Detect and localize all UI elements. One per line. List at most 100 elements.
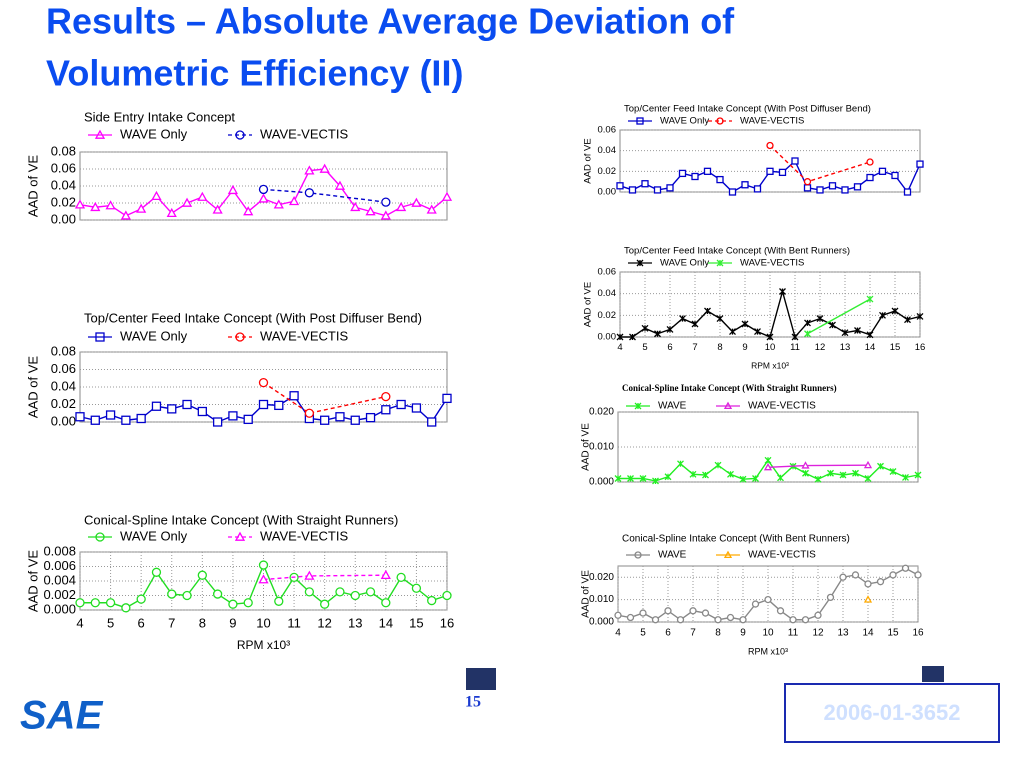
marker xyxy=(258,560,269,570)
y-tick-label: 0.006 xyxy=(43,558,76,573)
x-axis-label: RPM x10³ xyxy=(748,646,788,656)
marker xyxy=(766,141,774,150)
y-axis-label: AAD of VE xyxy=(25,356,40,418)
y-tick-label: 0.010 xyxy=(589,442,614,453)
y-tick-label: 0.000 xyxy=(43,601,76,616)
marker xyxy=(258,377,269,388)
x-tick-label: 16 xyxy=(912,628,924,639)
y-tick-label: 0.02 xyxy=(51,194,76,209)
marker xyxy=(752,475,759,482)
marker xyxy=(841,186,849,194)
marker xyxy=(877,462,884,470)
marker xyxy=(90,201,101,212)
marker xyxy=(677,460,684,468)
ricardo-logo xyxy=(922,666,944,682)
marker xyxy=(863,595,873,603)
marker xyxy=(679,315,686,323)
legend-marker xyxy=(235,332,245,342)
marker xyxy=(864,475,872,482)
legend-marker xyxy=(636,117,644,125)
y-tick-label: 0.020 xyxy=(589,572,614,583)
marker xyxy=(442,590,452,601)
y-tick-label: 0.04 xyxy=(598,145,617,156)
y-tick-label: 0.08 xyxy=(51,343,76,358)
legend-marker xyxy=(716,259,724,267)
x-tick-label: 10 xyxy=(256,615,270,630)
x-tick-label: 13 xyxy=(348,615,362,630)
marker xyxy=(653,186,662,194)
y-tick-label: 0.04 xyxy=(51,177,76,192)
marker xyxy=(639,609,647,617)
marker xyxy=(427,595,437,606)
marker xyxy=(703,167,712,175)
y-tick-label: 0.010 xyxy=(589,594,614,605)
y-tick-label: 0.02 xyxy=(51,396,76,411)
marker xyxy=(826,593,835,602)
marker xyxy=(763,462,773,471)
x-tick-label: 12 xyxy=(317,615,331,630)
legend-label: WAVE xyxy=(658,401,687,412)
marker xyxy=(841,329,849,337)
marker xyxy=(816,186,824,194)
marker xyxy=(335,412,345,422)
x-tick-label: 10 xyxy=(765,342,776,353)
marker xyxy=(365,206,376,216)
marker xyxy=(121,603,131,613)
y-axis-label: AAD of VE xyxy=(583,282,594,327)
marker xyxy=(778,168,787,177)
marker xyxy=(878,167,887,175)
marker xyxy=(105,598,116,608)
legend-label: WAVE Only xyxy=(660,116,709,127)
marker xyxy=(258,193,269,203)
x-tick-label: 16 xyxy=(915,342,926,353)
marker xyxy=(381,197,391,207)
marker xyxy=(274,596,284,606)
chart-title: Conical-Spline Intake Concept (With Bent… xyxy=(622,534,850,545)
marker xyxy=(879,311,886,319)
marker xyxy=(866,158,874,166)
x-tick-label: 16 xyxy=(440,615,454,630)
legend-marker xyxy=(716,117,724,125)
marker xyxy=(803,178,812,186)
y-tick-label: 0.004 xyxy=(43,572,76,587)
marker xyxy=(167,589,177,599)
marker xyxy=(319,163,330,173)
marker xyxy=(764,456,772,464)
paper-id: 2006-01-3652 xyxy=(823,700,960,725)
marker xyxy=(789,616,797,624)
marker xyxy=(651,616,660,624)
marker xyxy=(304,165,315,175)
y-tick-label: 0.00 xyxy=(598,332,617,343)
legend-label: WAVE-VECTIS xyxy=(260,328,348,343)
legend-marker xyxy=(634,402,642,410)
marker xyxy=(335,587,345,597)
marker xyxy=(411,403,422,413)
legend-label: WAVE Only xyxy=(120,528,188,543)
x-tick-label: 7 xyxy=(692,342,697,353)
marker xyxy=(914,471,922,479)
y-tick-label: 0.000 xyxy=(589,477,614,488)
marker xyxy=(136,594,146,604)
marker xyxy=(411,197,422,207)
marker xyxy=(903,188,912,196)
marker xyxy=(365,587,376,597)
legend-label: WAVE Only xyxy=(660,258,709,269)
marker xyxy=(75,412,85,422)
y-axis-label: AAD of VE xyxy=(581,570,592,618)
marker xyxy=(666,184,674,192)
marker xyxy=(304,408,315,418)
x-tick-label: 4 xyxy=(617,342,622,353)
marker xyxy=(741,320,749,328)
marker xyxy=(334,180,346,190)
y-tick-label: 0.00 xyxy=(51,211,76,226)
marker xyxy=(804,319,811,327)
series-line xyxy=(263,382,386,414)
x-tick-label: 7 xyxy=(168,615,175,630)
chart-title: Conical-Spline Intake Concept (With Stra… xyxy=(84,512,398,527)
marker xyxy=(801,616,810,624)
marker xyxy=(802,469,809,477)
series-line xyxy=(807,298,871,335)
series-line xyxy=(263,188,386,203)
y-tick-label: 0.06 xyxy=(598,125,617,136)
y-axis-label: AAD of VE xyxy=(25,155,40,217)
